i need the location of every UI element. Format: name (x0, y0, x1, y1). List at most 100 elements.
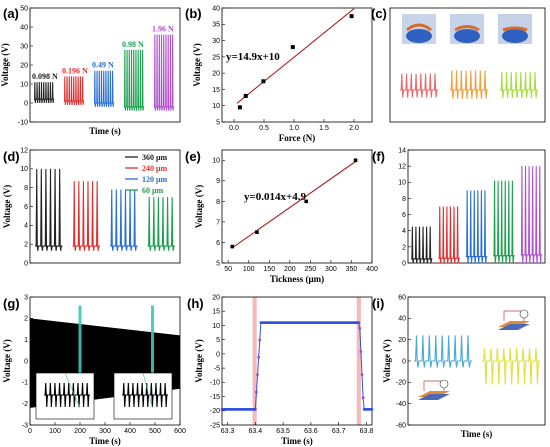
inset-trace (122, 382, 168, 408)
x-tick-label: 300 (99, 428, 111, 435)
panel-b: 5 10 15 20 25 30 35 40 0.0 0.5 1.0 1.5 2.0 (b) Voltage… (185, 5, 373, 143)
series-label: 0.49 N (92, 61, 114, 70)
legend-entry: 60 μm (142, 186, 164, 195)
inset-connector (64, 372, 81, 409)
y-tick-label: 8 (216, 199, 220, 206)
legend-entry: 360 μm (142, 153, 168, 162)
glove-hand-icon (502, 29, 528, 43)
device-strip-icon (406, 23, 432, 32)
panel-label: (e) (185, 149, 201, 164)
x-tick-label: 0.5 (259, 125, 269, 132)
x-axis-label: Time (s) (89, 436, 121, 446)
data-point (230, 244, 235, 249)
panel-label: (c) (371, 6, 387, 21)
y-tick-label: -20 (210, 408, 220, 415)
y-tick-label: 2 (24, 316, 28, 323)
x-tick-label: 300 (325, 266, 337, 273)
y-axis-label: Voltage (V) (194, 185, 204, 228)
voltage-trace (154, 34, 174, 111)
y-tick-label: 6 (402, 212, 406, 219)
data-point (360, 373, 364, 377)
zoom-inset (35, 372, 95, 420)
y-tick-label: 0 (402, 358, 406, 365)
panel-d: 0 2 4 6 8 10 12(d) Voltage (V) 360 μm 240 μm 120 μ… (2, 147, 181, 267)
panel-label: (a) (3, 6, 19, 21)
fit-line (231, 161, 356, 249)
x-tick-label: 500 (149, 428, 161, 435)
x-tick-label: 250 (305, 266, 317, 273)
x-tick-label: 50 (224, 266, 232, 273)
y-tick-label: 0 (24, 260, 28, 267)
bending-photo (498, 14, 532, 44)
y-tick-label: 35 (212, 22, 220, 29)
data-point (257, 355, 261, 359)
x-axis-label: Force (N) (279, 133, 316, 143)
y-tick-label: 1 (24, 337, 28, 344)
y-tick-label: -10 (18, 119, 28, 126)
y-tick-label: -40 (396, 401, 406, 408)
panel-label: (d) (3, 149, 20, 164)
y-tick-label: 5 (216, 119, 220, 126)
data-point (290, 45, 295, 50)
y-axis-label: Voltage (V) (2, 185, 12, 228)
x-axis-label: Tickness (μm) (270, 274, 324, 284)
y-tick-label: 20 (398, 337, 406, 344)
voltage-trace (222, 322, 372, 410)
y-tick-label: -10 (210, 380, 220, 387)
circuit-diagram (498, 309, 530, 330)
x-tick-label: 63.4 (249, 428, 263, 435)
y-tick-label: 8 (24, 185, 28, 192)
data-point (361, 396, 365, 400)
voltage-trace (438, 206, 460, 264)
y-axis-label: Voltage (V) (382, 339, 392, 382)
y-tick-label: -20 (396, 380, 406, 387)
y-tick-label: 2 (402, 244, 406, 251)
highlight-band (151, 305, 154, 408)
y-tick-label: 20 (212, 71, 220, 78)
panel-f: 0 2 4 6 8 10 12 14 (f) (372, 147, 546, 267)
y-tick-label: 10 (20, 81, 28, 88)
x-tick-label: 2.0 (349, 125, 359, 132)
plot-frame (407, 149, 546, 264)
y-tick-label: 30 (212, 38, 220, 45)
voltage-trace (500, 71, 538, 99)
data-point (357, 321, 361, 324)
y-tick-label: 25 (212, 54, 220, 61)
y-tick-label: 30 (20, 43, 28, 50)
x-tick-label: 150 (263, 266, 275, 273)
y-tick-label: 4 (402, 228, 406, 235)
panel-e: 5 6 7 8 9 10 50 100 150 200 250 300 350 400 (e) Voltage… (185, 149, 378, 284)
series-label: 0.98 N (122, 40, 144, 49)
y-tick-label: 2 (24, 242, 28, 249)
circuit-diagram (418, 379, 450, 400)
panel-label: (f) (372, 149, 385, 164)
panel-label: (b) (185, 6, 202, 21)
zoom-inset (113, 372, 173, 420)
y-tick-label: 10 (398, 180, 406, 187)
voltage-trace (94, 70, 114, 107)
data-point (258, 338, 262, 342)
voltage-trace (72, 181, 100, 251)
voltmeter-icon (439, 379, 449, 389)
panel-label: (i) (372, 296, 384, 311)
panel-h: -25 -20 -15 -10 -5 0 5 10 15 20 63.3 63.4 63.5 63.6 63… (187, 294, 374, 446)
y-tick-label: 0 (402, 260, 406, 267)
series-label: 1.96 N (152, 25, 174, 34)
device-strip-icon (502, 26, 528, 32)
voltage-trace (411, 226, 433, 264)
y-axis-label: Voltage (V) (192, 43, 202, 86)
data-point (304, 199, 309, 204)
device-layer-icon (498, 324, 530, 330)
y-axis-label: Voltage (V) (2, 339, 12, 382)
y-tick-label: 5 (216, 260, 220, 267)
voltage-trace (147, 197, 175, 251)
y-tick-label: 8 (402, 196, 406, 203)
y-tick-label: 20 (212, 294, 220, 301)
data-point (253, 407, 257, 411)
plot-frame (221, 149, 373, 264)
y-tick-label: 6 (24, 204, 28, 211)
y-tick-label: 5 (216, 337, 220, 344)
y-tick-label: 50 (20, 5, 28, 12)
x-tick-label: 200 (74, 428, 86, 435)
x-axis-label: Time (s) (89, 126, 121, 136)
